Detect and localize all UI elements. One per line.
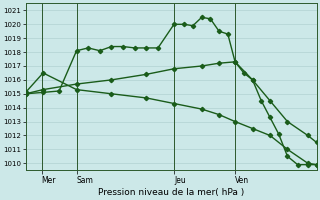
X-axis label: Pression niveau de la mer( hPa ): Pression niveau de la mer( hPa ): [98, 188, 244, 197]
